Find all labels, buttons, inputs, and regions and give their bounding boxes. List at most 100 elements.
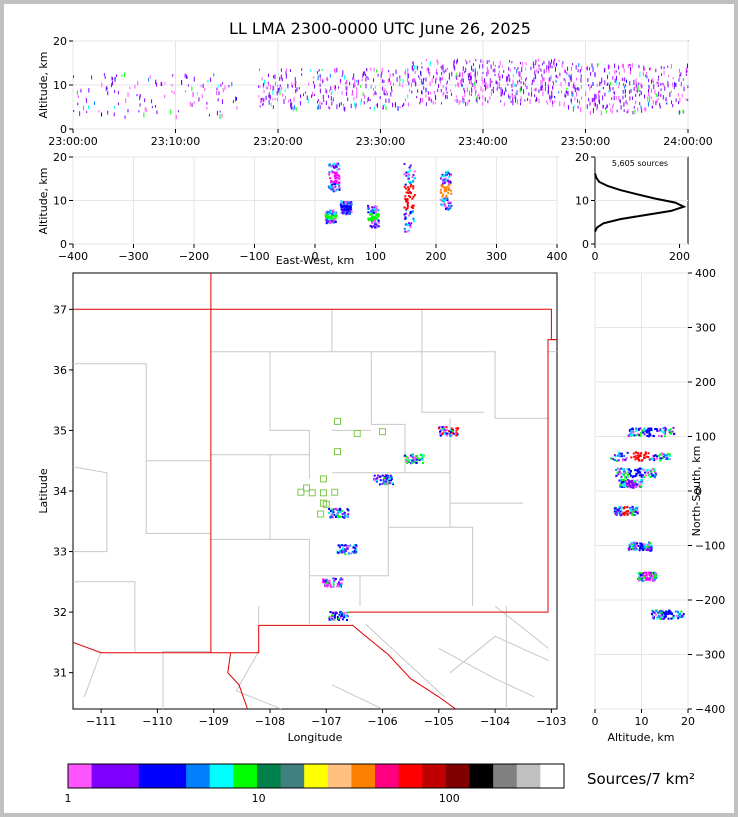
source-point	[618, 65, 620, 70]
source-point	[298, 87, 300, 90]
source-point	[440, 81, 442, 84]
source-point	[333, 218, 336, 221]
source-point	[628, 64, 630, 67]
source-point	[440, 198, 443, 201]
source-point	[334, 180, 337, 183]
tick-label: −100	[695, 540, 725, 553]
source-point	[461, 78, 463, 83]
source-point	[560, 82, 562, 87]
source-point	[639, 481, 642, 484]
source-point	[404, 198, 407, 201]
source-point	[474, 78, 476, 83]
source-point	[328, 507, 331, 510]
source-point	[482, 71, 484, 75]
source-point	[478, 93, 480, 96]
source-point	[640, 429, 643, 432]
source-point	[405, 69, 407, 73]
source-point	[294, 77, 296, 82]
source-point	[469, 79, 471, 84]
source-point	[300, 94, 302, 99]
source-point	[614, 455, 617, 458]
source-point	[441, 182, 444, 185]
source-point	[268, 92, 270, 97]
source-point	[326, 89, 328, 94]
source-point	[371, 219, 374, 222]
source-point	[334, 185, 337, 188]
source-point	[657, 97, 659, 101]
source-point	[605, 110, 607, 113]
source-point	[340, 615, 343, 618]
source-point	[405, 455, 408, 458]
source-point	[648, 544, 651, 547]
source-point	[295, 81, 297, 84]
state-border	[347, 339, 557, 613]
source-point	[614, 512, 617, 515]
source-point	[403, 162, 406, 165]
source-point	[257, 85, 259, 88]
source-point	[399, 75, 401, 79]
tick-label: −100	[239, 250, 269, 263]
source-point	[338, 177, 341, 180]
source-point	[547, 89, 549, 95]
source-point	[594, 97, 596, 102]
source-point	[682, 612, 685, 615]
source-point	[280, 68, 282, 72]
source-point	[231, 81, 233, 87]
source-point	[655, 93, 657, 97]
source-point	[667, 429, 670, 432]
source-point	[637, 577, 640, 580]
source-point	[377, 213, 380, 216]
source-point	[629, 90, 631, 94]
colorbar-swatch	[351, 764, 376, 788]
source-point	[402, 79, 404, 84]
source-point	[330, 508, 333, 511]
source-point	[202, 83, 204, 88]
source-point	[545, 68, 547, 73]
source-point	[403, 227, 406, 230]
source-point	[620, 480, 623, 483]
source-point	[685, 67, 687, 71]
source-point	[337, 168, 340, 171]
source-point	[404, 71, 406, 74]
lma-station-marker	[319, 475, 327, 483]
source-point	[221, 113, 223, 118]
source-point	[408, 102, 410, 107]
source-point	[335, 188, 338, 191]
source-point	[411, 454, 414, 457]
county-boundary	[83, 651, 102, 698]
source-point	[517, 99, 519, 105]
source-point	[521, 67, 523, 73]
source-point	[366, 98, 368, 103]
source-point	[139, 95, 141, 101]
source-point	[446, 208, 449, 211]
source-point	[314, 84, 316, 89]
source-point	[375, 214, 378, 217]
source-point	[343, 514, 346, 517]
source-point	[533, 77, 535, 83]
source-point	[484, 81, 486, 87]
source-point	[277, 87, 279, 93]
source-point	[343, 550, 346, 553]
source-point	[549, 62, 551, 67]
source-point	[317, 99, 319, 102]
source-point	[79, 111, 81, 116]
source-point	[448, 176, 451, 179]
source-point	[629, 81, 631, 86]
source-point	[535, 87, 537, 92]
source-point	[406, 199, 409, 202]
source-point	[649, 542, 652, 545]
source-point	[660, 82, 662, 86]
source-point	[260, 98, 262, 104]
source-point	[356, 80, 358, 83]
source-point	[372, 87, 374, 91]
source-point	[373, 78, 375, 83]
source-point	[146, 108, 148, 113]
source-point	[652, 572, 655, 575]
source-point	[343, 516, 346, 519]
source-point	[636, 542, 639, 545]
source-point	[565, 90, 567, 94]
source-point	[357, 83, 359, 86]
source-point	[343, 204, 346, 207]
source-point	[640, 480, 643, 483]
source-point	[259, 105, 261, 108]
